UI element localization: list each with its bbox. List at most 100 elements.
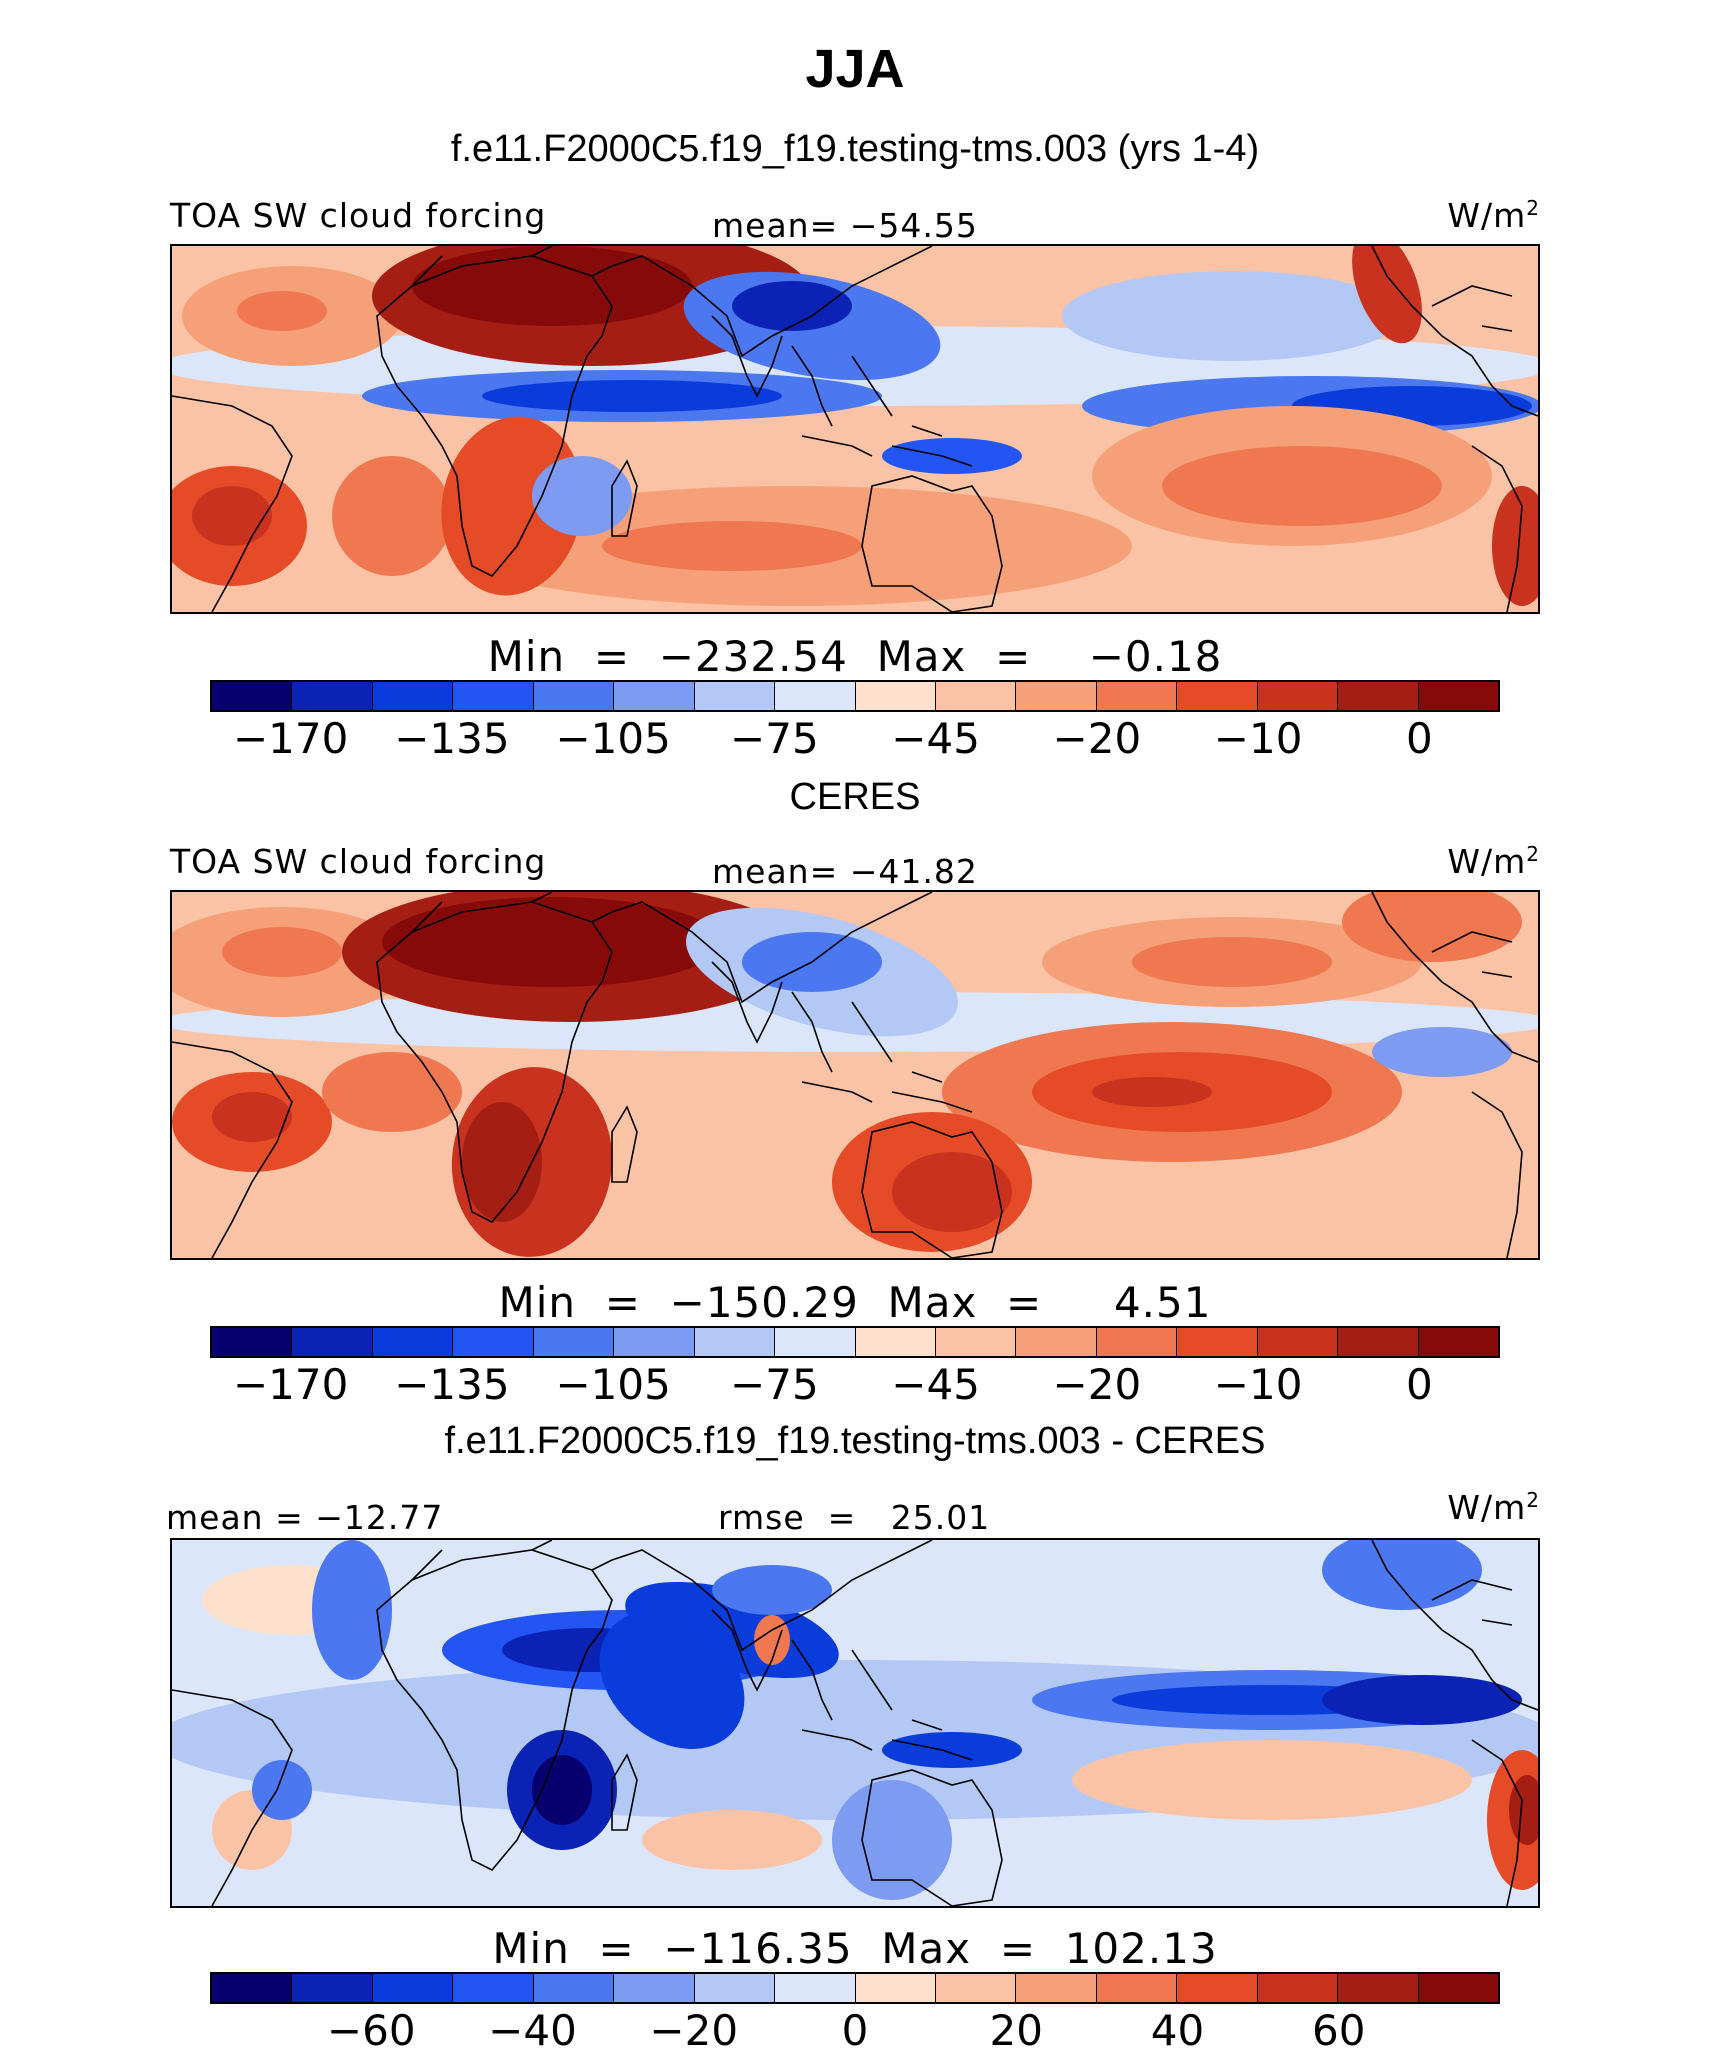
- coastline: [411, 892, 933, 1004]
- panel-3-colorbar: [210, 1972, 1500, 2004]
- contour-region: [222, 927, 342, 977]
- coastline: [801, 425, 973, 467]
- coastline: [1371, 1540, 1538, 1711]
- contour-region: [754, 1615, 790, 1665]
- colorbar-tick-label: 60: [1312, 2006, 1366, 2055]
- contour-region: [642, 1810, 822, 1870]
- contour-region: [732, 281, 852, 331]
- panel-2-mean-label: mean= −41.82: [712, 852, 978, 891]
- contour-region: [1072, 1740, 1472, 1820]
- colorbar-swatch: [533, 682, 615, 710]
- colorbar-tick-label: −75: [730, 714, 819, 763]
- contour-region: [1372, 1027, 1512, 1077]
- coastline: [376, 1549, 613, 1871]
- coastline: [861, 475, 1003, 612]
- contour-region: [312, 1540, 392, 1680]
- coastline: [1431, 285, 1513, 332]
- contour-region: [602, 521, 862, 571]
- colorbar-tick-label: −135: [394, 714, 510, 763]
- colorbar-tick-label: −10: [1213, 1360, 1303, 1409]
- colorbar-swatch: [1016, 682, 1097, 710]
- colorbar-swatch: [453, 1974, 534, 2002]
- colorbar-swatch: [855, 1974, 936, 2002]
- colorbar-swatch: [1177, 1328, 1258, 1356]
- colorbar-swatch: [1177, 682, 1258, 710]
- colorbar-swatch: [1016, 1974, 1097, 2002]
- colorbar-tick-label: −45: [891, 714, 980, 763]
- contour-region: [482, 380, 782, 412]
- contour-region: [412, 246, 692, 326]
- contour-region: [237, 291, 327, 331]
- panel-1-mean-label: mean= −54.55: [712, 206, 978, 245]
- panel-3-rmse-label: rmse = 25.01: [718, 1498, 991, 1537]
- colorbar-swatch: [935, 1328, 1017, 1356]
- panel-3-map-field: [172, 1540, 1538, 1906]
- colorbar-swatch: [1096, 682, 1178, 710]
- colorbar-swatch: [453, 682, 534, 710]
- coastline: [172, 1689, 293, 1906]
- coastline: [376, 255, 613, 577]
- panel-3-units: W/m2: [1447, 1488, 1540, 1527]
- coastline: [791, 345, 893, 427]
- contour-region: [1092, 1077, 1212, 1107]
- coastline: [1471, 1091, 1523, 1258]
- panel-2-variable-label: TOA SW cloud forcing: [170, 842, 547, 881]
- coastline: [711, 961, 783, 1044]
- colorbar-tick-label: −170: [232, 714, 349, 763]
- panel-2-map: [170, 890, 1540, 1260]
- colorbar-swatch: [1257, 1328, 1339, 1356]
- coastline: [1371, 246, 1538, 417]
- colorbar-swatch: [855, 682, 936, 710]
- panel-1-map: [170, 244, 1540, 614]
- contour-region: [532, 456, 632, 536]
- colorbar-tick-label: −135: [394, 1360, 510, 1409]
- coastline: [411, 246, 933, 358]
- colorbar-swatch: [372, 1974, 454, 2002]
- colorbar-swatch: [292, 682, 373, 710]
- colorbar-swatch: [1016, 1328, 1097, 1356]
- coastline: [1431, 1579, 1513, 1626]
- colorbar-swatch: [775, 682, 856, 710]
- colorbar-tick-label: −20: [649, 2006, 739, 2055]
- colorbar-tick-label: −10: [1213, 714, 1303, 763]
- contour-region: [1162, 446, 1442, 526]
- panel-2-map-field: [172, 892, 1538, 1258]
- contour-region: [832, 1780, 952, 1900]
- coastline: [411, 1540, 933, 1652]
- colorbar-tick-label: 0: [841, 2006, 869, 2055]
- colorbar-swatch: [614, 1974, 695, 2002]
- colorbar-swatch: [453, 1328, 534, 1356]
- panel-2-subtitle: CERES: [789, 776, 921, 818]
- colorbar-tick-label: −40: [488, 2006, 577, 2055]
- colorbar-swatch: [1338, 682, 1419, 710]
- contour-region: [1482, 1122, 1538, 1258]
- coastline: [172, 1041, 293, 1258]
- contour-region: [332, 456, 452, 576]
- coastline: [172, 395, 293, 612]
- colorbar-swatch: [694, 682, 776, 710]
- colorbar-tick-label: −20: [1052, 714, 1142, 763]
- colorbar-tick-label: −60: [326, 2006, 416, 2055]
- contour-region: [892, 1152, 1012, 1232]
- colorbar-swatch: [212, 682, 293, 710]
- coastline: [611, 1753, 638, 1831]
- contour-region: [1342, 892, 1522, 962]
- contour-region: [1132, 937, 1332, 987]
- contour-region: [1062, 271, 1402, 361]
- panel-3-mean-label: mean = −12.77: [166, 1498, 444, 1537]
- panel-3-map: [170, 1538, 1540, 1908]
- colorbar-tick-label: 0: [1406, 714, 1433, 763]
- colorbar-swatch: [533, 1974, 615, 2002]
- colorbar-swatch: [775, 1328, 856, 1356]
- colorbar-swatch: [935, 1974, 1017, 2002]
- contour-region: [441, 416, 583, 596]
- colorbar-swatch: [1338, 1974, 1419, 2002]
- panel-1-colorbar: [210, 680, 1500, 712]
- coastline: [1371, 892, 1538, 1063]
- coastline: [801, 1719, 973, 1761]
- coastline: [861, 1121, 1003, 1258]
- panel-1-min-max: Min = −232.54 Max = −0.18: [487, 632, 1223, 681]
- panel-3-subtitle: f.e11.F2000C5.f19_f19.testing-tms.003 - …: [444, 1420, 1266, 1462]
- colorbar-swatch: [855, 1328, 936, 1356]
- colorbar-swatch: [533, 1328, 615, 1356]
